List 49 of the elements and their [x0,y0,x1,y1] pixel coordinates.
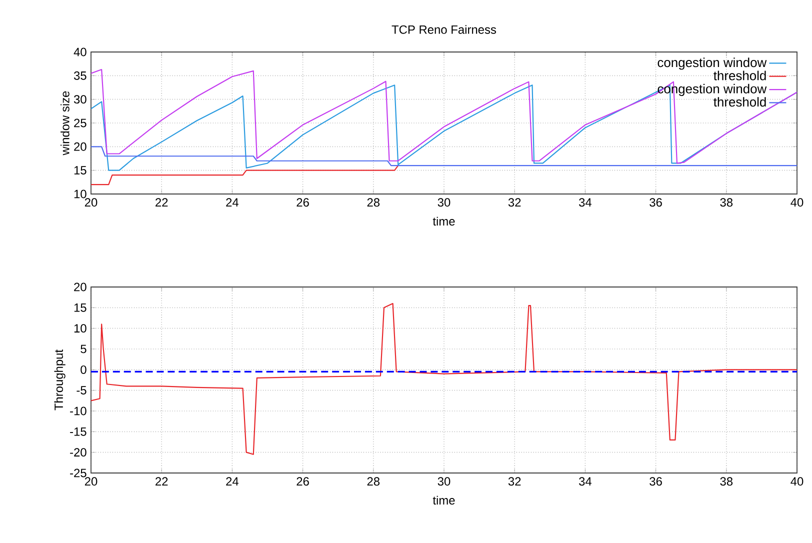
x-axis-title: time [432,216,455,226]
x-tick-label: 26 [296,198,309,207]
x-tick-label: 24 [226,477,238,486]
x-tick-label: 38 [720,477,733,486]
x-tick-label: 40 [790,477,804,486]
line-series [91,165,399,186]
x-tick-label: 40 [790,198,804,207]
y-tick-label: 40 [74,48,86,56]
x-tick-label: 38 [720,198,733,207]
x-tick-label: 36 [650,477,662,486]
y-tick-label: 20 [74,142,86,151]
legend-label: threshold [714,97,766,107]
y-tick-label: 10 [74,190,86,198]
x-axis-title: time [432,496,455,505]
y-tick-label: -20 [70,448,86,457]
x-tick-label: 28 [367,477,380,486]
y-tick-label: -10 [70,406,86,416]
x-tick-label: 34 [579,198,592,207]
x-tick-label: 30 [438,477,450,486]
y-tick-label: 15 [74,304,86,312]
chart-title: TCP Reno Fairness [392,25,496,34]
y-tick-label: 35 [74,71,86,80]
x-tick-label: 26 [296,477,309,486]
y-tick-label: -25 [70,468,86,478]
y-tick-label: 25 [74,118,86,128]
legend-label: congestion window [658,58,767,70]
y-axis-title: window size [60,91,70,156]
x-tick-label: 24 [226,198,238,207]
x-tick-label: 22 [156,198,168,207]
y-tick-label: 30 [74,95,86,104]
x-tick-label: 30 [438,198,450,207]
y-tick-label: -5 [76,386,86,394]
x-tick-label: 28 [367,198,380,207]
x-tick-label: 32 [508,198,521,207]
y-tick-label: 10 [74,324,86,333]
line-series [91,68,798,164]
y-tick-label: 5 [80,344,86,354]
y-tick-label: 0 [80,365,86,374]
y-tick-label: -15 [70,428,86,436]
y-tick-label: 20 [74,282,86,292]
x-tick-label: 36 [650,198,662,207]
x-tick-label: 32 [508,477,521,486]
x-tick-label: 22 [156,477,168,486]
y-tick-label: 15 [74,166,86,174]
y-axis-title: Throughput [54,350,66,410]
legend-label: threshold [714,70,766,80]
line-series [91,146,798,166]
line-series [91,302,798,455]
x-tick-label: 34 [579,477,592,486]
